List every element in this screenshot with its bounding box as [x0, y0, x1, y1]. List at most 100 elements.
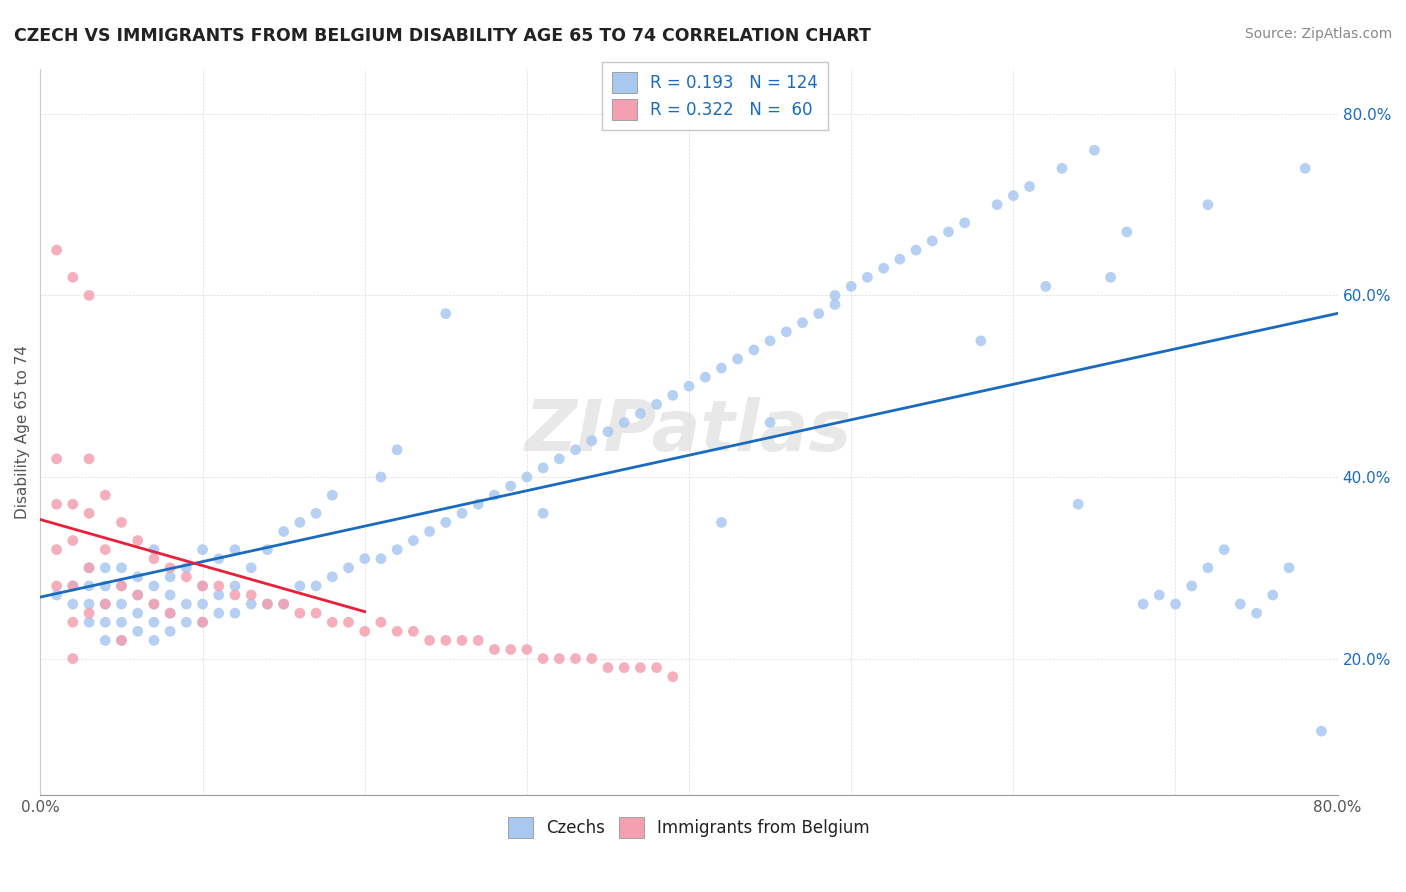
Point: [1050, 161, 1073, 176]
Point: [191, 615, 214, 630]
Point: [176, 570, 198, 584]
Point: [305, 506, 328, 520]
Point: [986, 197, 1008, 211]
Point: [62, 597, 84, 611]
Point: [807, 307, 830, 321]
Point: [305, 606, 328, 620]
Point: [1278, 561, 1301, 575]
Point: [402, 533, 425, 548]
Point: [273, 597, 295, 611]
Point: [159, 606, 181, 620]
Point: [402, 624, 425, 639]
Point: [321, 488, 343, 502]
Point: [110, 633, 132, 648]
Point: [77, 615, 100, 630]
Point: [1149, 588, 1171, 602]
Point: [467, 497, 489, 511]
Point: [581, 434, 603, 448]
Point: [62, 270, 84, 285]
Point: [94, 633, 117, 648]
Point: [127, 624, 149, 639]
Point: [94, 561, 117, 575]
Point: [370, 551, 392, 566]
Point: [110, 579, 132, 593]
Point: [159, 570, 181, 584]
Point: [1083, 143, 1105, 157]
Legend: Czechs, Immigrants from Belgium: Czechs, Immigrants from Belgium: [502, 811, 876, 845]
Point: [256, 597, 278, 611]
Point: [321, 570, 343, 584]
Point: [288, 606, 311, 620]
Point: [516, 642, 538, 657]
Point: [1035, 279, 1057, 293]
Point: [191, 579, 214, 593]
Point: [127, 588, 149, 602]
Point: [45, 243, 67, 257]
Point: [451, 506, 474, 520]
Point: [419, 633, 441, 648]
Point: [273, 597, 295, 611]
Point: [1197, 197, 1219, 211]
Point: [531, 461, 554, 475]
Point: [434, 307, 457, 321]
Point: [662, 388, 685, 402]
Point: [1294, 161, 1316, 176]
Point: [742, 343, 765, 357]
Point: [581, 651, 603, 665]
Point: [159, 561, 181, 575]
Point: [62, 579, 84, 593]
Point: [856, 270, 879, 285]
Point: [110, 633, 132, 648]
Point: [94, 597, 117, 611]
Point: [1132, 597, 1154, 611]
Point: [385, 624, 408, 639]
Point: [77, 561, 100, 575]
Point: [110, 516, 132, 530]
Point: [94, 597, 117, 611]
Point: [953, 216, 976, 230]
Point: [45, 579, 67, 593]
Point: [710, 516, 733, 530]
Point: [159, 624, 181, 639]
Point: [191, 615, 214, 630]
Point: [1002, 188, 1025, 202]
Point: [110, 561, 132, 575]
Point: [499, 479, 522, 493]
Point: [240, 561, 263, 575]
Point: [1099, 270, 1122, 285]
Point: [1197, 561, 1219, 575]
Point: [905, 243, 928, 257]
Point: [1181, 579, 1204, 593]
Point: [142, 633, 165, 648]
Point: [77, 597, 100, 611]
Point: [62, 651, 84, 665]
Point: [921, 234, 943, 248]
Point: [337, 615, 360, 630]
Point: [727, 351, 749, 366]
Point: [1246, 606, 1268, 620]
Point: [775, 325, 797, 339]
Point: [484, 488, 506, 502]
Point: [1164, 597, 1187, 611]
Point: [110, 579, 132, 593]
Point: [889, 252, 911, 267]
Point: [94, 615, 117, 630]
Point: [1261, 588, 1284, 602]
Point: [353, 624, 375, 639]
Point: [142, 615, 165, 630]
Point: [710, 361, 733, 376]
Point: [548, 651, 571, 665]
Point: [1067, 497, 1090, 511]
Point: [240, 597, 263, 611]
Point: [142, 597, 165, 611]
Point: [45, 497, 67, 511]
Point: [45, 451, 67, 466]
Point: [385, 442, 408, 457]
Point: [176, 597, 198, 611]
Point: [645, 660, 668, 674]
Point: [467, 633, 489, 648]
Point: [353, 551, 375, 566]
Point: [337, 561, 360, 575]
Point: [77, 451, 100, 466]
Point: [127, 533, 149, 548]
